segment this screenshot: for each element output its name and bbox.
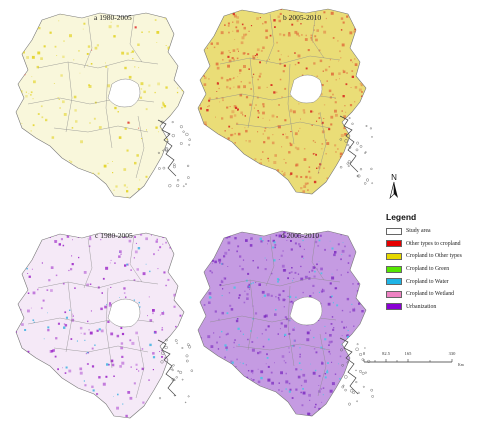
legend-swatch [386, 278, 402, 286]
legend-swatch [386, 290, 402, 298]
panel-label-c: c 1980-2005 [95, 231, 133, 240]
legend-swatch [386, 240, 402, 248]
legend-swatch [386, 252, 402, 260]
legend-label: Study area [406, 228, 431, 235]
panel-label-a: a 1980-2005 [94, 13, 132, 22]
legend-swatch [386, 265, 402, 273]
legend-items: Study area Other types to cropland Croplan… [386, 225, 476, 313]
study-area-outline [15, 12, 185, 199]
panel-label-d: d 2005-2010 [281, 231, 320, 240]
legend-label: Other types to cropland [406, 240, 461, 247]
legend-label: Cropland to Green [406, 266, 450, 273]
legend-swatch [386, 303, 402, 311]
map-panel-a [15, 12, 191, 199]
lake-shape [289, 74, 323, 104]
map-panel-d [197, 230, 374, 417]
scale-bar: Km 0 82.5 165 330 [360, 351, 470, 373]
north-arrow-icon: N [389, 173, 398, 199]
scale-tick-label: 82.5 [382, 351, 390, 356]
legend-item: Cropland to Green [386, 263, 476, 276]
lake-shape [107, 298, 141, 328]
legend-label: Cropland to Wetland [406, 291, 455, 298]
north-label: N [391, 173, 397, 182]
scale-unit: Km [458, 363, 464, 367]
legend-item: Urbanization [386, 301, 476, 314]
study-area-outline [197, 8, 367, 195]
legend-label: Cropland to Other types [406, 253, 462, 260]
map-panel-c [15, 232, 194, 419]
map-legend: Legend Study area Other types to cropland… [386, 212, 476, 313]
legend-label: Cropland to Water [406, 278, 449, 285]
scale-bar-graphic [363, 359, 453, 363]
scale-tick-label: 330 [448, 351, 456, 356]
legend-item: Cropland to Water [386, 275, 476, 288]
panel-label-b: b 2005-2010 [283, 13, 322, 22]
lake-shape [107, 78, 141, 108]
legend-label: Urbanization [406, 303, 437, 310]
legend-item: Cropland to Wetland [386, 288, 476, 301]
legend-item: Other types to cropland [386, 238, 476, 251]
legend-item: Study area [386, 225, 476, 238]
lake-shape [289, 296, 323, 326]
legend-title: Legend [386, 212, 417, 222]
legend-swatch [386, 227, 402, 235]
scale-tick-label: 0 [362, 351, 366, 356]
study-area-outline [15, 232, 185, 419]
legend-item: Cropland to Other types [386, 250, 476, 263]
scale-tick-label: 165 [404, 351, 412, 356]
map-panel-b [197, 8, 373, 195]
